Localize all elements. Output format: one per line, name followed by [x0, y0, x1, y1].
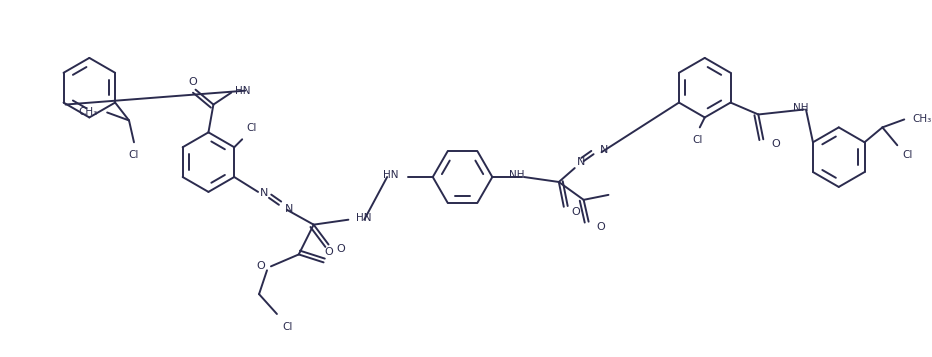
Text: O: O	[596, 222, 605, 232]
Text: CH₃: CH₃	[912, 115, 931, 125]
Text: HN: HN	[382, 170, 398, 180]
Text: HN: HN	[235, 86, 251, 96]
Text: Cl: Cl	[692, 135, 703, 145]
Text: N: N	[260, 188, 268, 198]
Text: N: N	[285, 204, 294, 214]
Text: O: O	[571, 207, 581, 217]
Text: NH: NH	[509, 170, 525, 180]
Text: O: O	[188, 77, 197, 87]
Text: Cl: Cl	[129, 150, 139, 160]
Text: Cl: Cl	[246, 123, 256, 133]
Text: O: O	[324, 247, 333, 257]
Text: N: N	[599, 145, 608, 155]
Text: O: O	[336, 245, 345, 255]
Text: N: N	[577, 157, 585, 167]
Text: Cl: Cl	[281, 322, 293, 332]
Text: O: O	[772, 139, 780, 149]
Text: NH: NH	[793, 102, 809, 112]
Text: CH₃: CH₃	[78, 107, 97, 117]
Text: Cl: Cl	[902, 150, 912, 160]
Text: HN: HN	[356, 213, 372, 223]
Text: O: O	[256, 261, 265, 271]
